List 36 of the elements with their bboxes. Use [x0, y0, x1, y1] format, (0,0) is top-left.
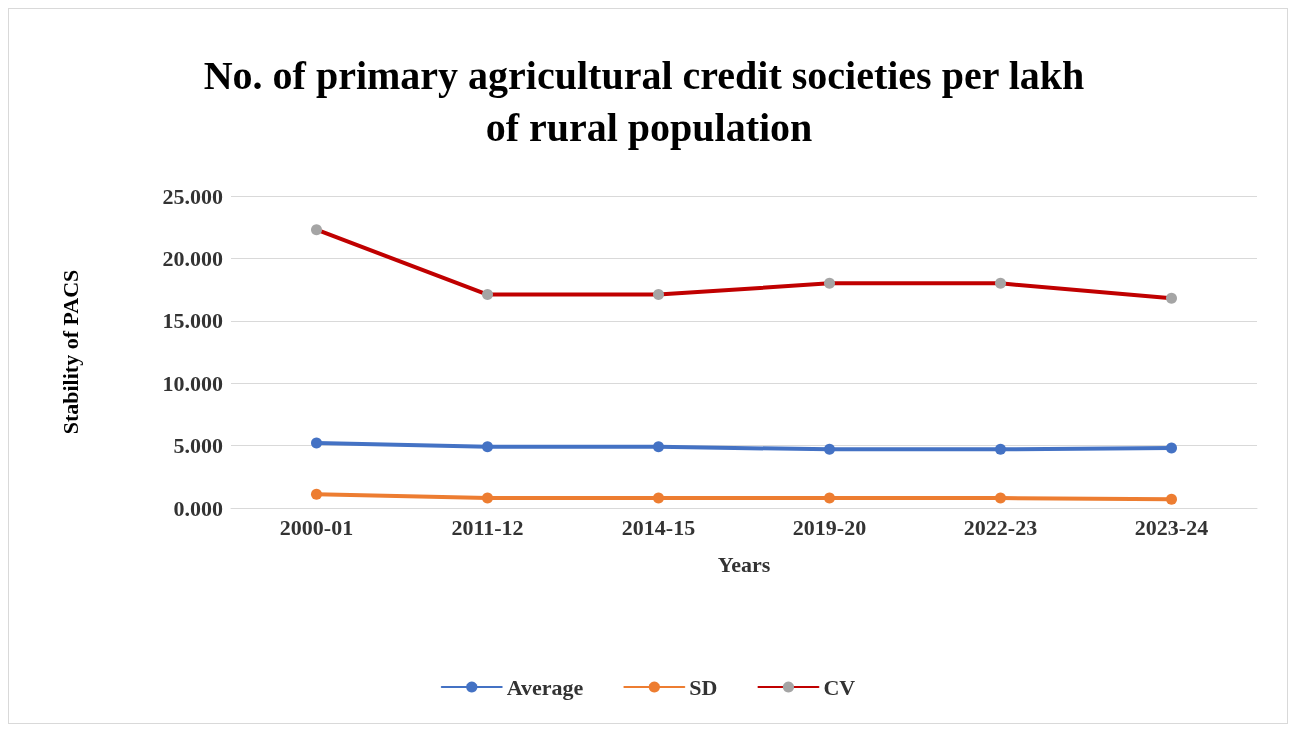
- y-tick-label: 20.000: [162, 245, 223, 271]
- x-tick-label: 2023-24: [1134, 514, 1209, 540]
- point: [824, 492, 835, 504]
- legend-label: SD: [689, 674, 718, 700]
- y-tick-label: 0.000: [173, 495, 223, 521]
- legend-label: CV: [823, 674, 856, 700]
- x-tick-label: 2000-01: [279, 514, 354, 540]
- point: [653, 492, 664, 504]
- point: [995, 492, 1006, 504]
- point: [824, 443, 835, 455]
- point: [311, 488, 322, 500]
- point: [311, 224, 322, 236]
- point: [1166, 493, 1177, 505]
- x-tick-label: 2014-15: [621, 514, 696, 540]
- point: [1166, 292, 1177, 304]
- point: [311, 437, 322, 449]
- y-tick-label: 5.000: [173, 433, 223, 459]
- point: [653, 289, 664, 301]
- point: [482, 289, 493, 301]
- point: [482, 492, 493, 504]
- point: [482, 441, 493, 453]
- x-tick-label: 2011-12: [451, 514, 524, 540]
- point: [653, 441, 664, 453]
- x-axis-title: Years: [717, 551, 771, 577]
- x-tick-label: 2019-20: [792, 514, 867, 540]
- y-axis-title: Stability of PACS: [57, 269, 83, 435]
- y-tick-label: 25.000: [162, 183, 223, 209]
- point: [995, 277, 1006, 289]
- point: [824, 277, 835, 289]
- x-tick-label: 2022-23: [963, 514, 1038, 540]
- y-tick-label: 10.000: [162, 370, 223, 396]
- y-tick-label: 15.000: [162, 308, 223, 334]
- point: [1166, 442, 1177, 454]
- chart-title: No. of primary agricultural credit societies per lakh of rural population: [203, 52, 1095, 150]
- point: [995, 443, 1006, 455]
- legend-label: Average: [506, 674, 584, 700]
